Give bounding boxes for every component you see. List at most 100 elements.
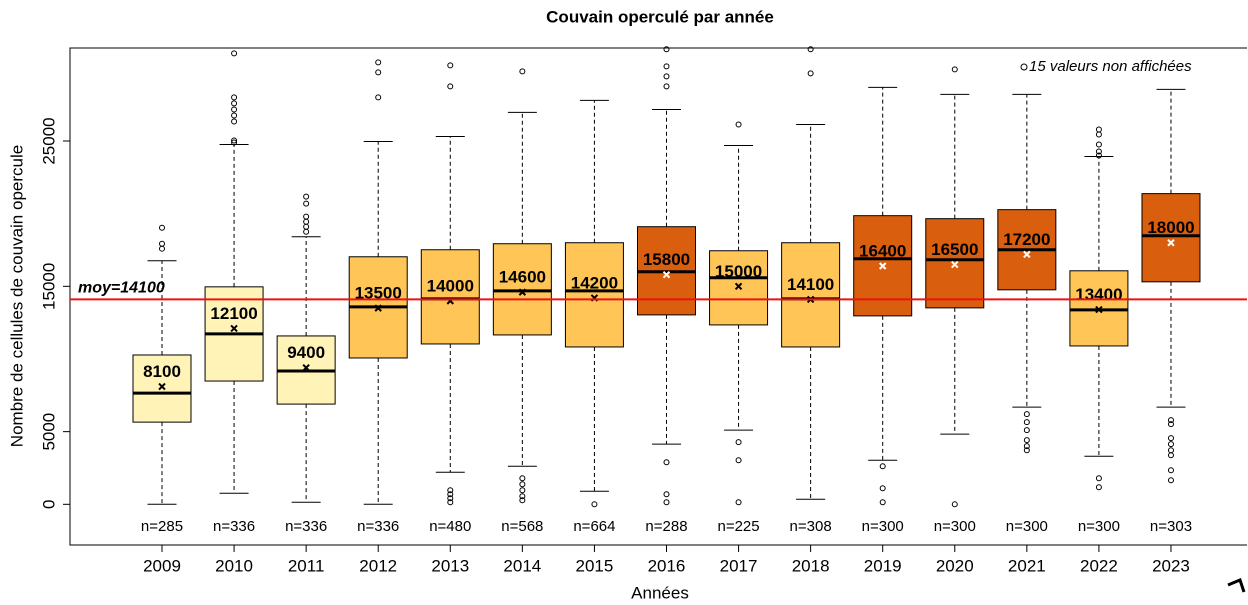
y-tick-label: 25000 <box>39 117 58 164</box>
outlier <box>159 240 165 247</box>
outlier <box>447 491 454 498</box>
mean-label: 15800 <box>643 250 690 269</box>
outlier <box>591 501 598 508</box>
outlier <box>1167 435 1174 442</box>
outlier <box>231 118 238 125</box>
outlier <box>1167 421 1174 428</box>
outlier <box>1095 126 1102 133</box>
outlier <box>1023 447 1030 454</box>
outlier <box>1167 441 1174 448</box>
annotation: 15 valeurs non affichées <box>1029 58 1192 75</box>
outlier <box>303 213 310 220</box>
outlier <box>519 475 526 482</box>
annotation-symbol <box>1020 63 1028 71</box>
outlier <box>1023 443 1030 450</box>
y-axis-title: Nombre de cellules de couvain opercule <box>7 145 26 447</box>
outlier <box>519 487 526 494</box>
mean-marker <box>1023 250 1031 259</box>
x-tick-label: 2011 <box>288 556 325 575</box>
n-label: n=300 <box>862 518 904 535</box>
x-tick-label: 2010 <box>215 556 253 575</box>
outlier <box>663 459 670 466</box>
outlier <box>663 83 670 90</box>
n-label: n=664 <box>573 518 615 535</box>
mean-label: 16400 <box>859 241 906 260</box>
outlier <box>1023 427 1030 434</box>
n-label: n=303 <box>1150 518 1192 535</box>
outlier <box>231 106 238 113</box>
outlier <box>231 100 238 107</box>
outlier <box>1095 484 1102 491</box>
x-tick-label: 2009 <box>143 556 181 575</box>
outlier <box>879 499 886 506</box>
mean-label: 14600 <box>499 268 546 287</box>
n-label: n=300 <box>934 518 976 535</box>
n-label: n=225 <box>717 518 759 535</box>
outlier <box>663 73 670 80</box>
mean-marker <box>1095 305 1103 314</box>
outlier <box>735 121 742 128</box>
outlier <box>303 228 310 235</box>
outlier <box>447 83 454 90</box>
outlier <box>1095 152 1102 159</box>
outlier <box>375 94 382 101</box>
outlier <box>447 499 454 506</box>
outlier <box>519 497 526 504</box>
mean-label: 13500 <box>355 284 402 303</box>
outlier <box>735 457 742 464</box>
outlier <box>663 63 670 70</box>
chart-title: Couvain operculé par année <box>546 7 774 26</box>
box <box>781 242 841 348</box>
outlier <box>735 439 742 446</box>
outlier <box>663 491 670 498</box>
x-tick-label: 2014 <box>503 556 541 575</box>
mean-label: 12100 <box>210 304 257 323</box>
outlier <box>1167 452 1174 459</box>
n-label: n=336 <box>213 518 255 535</box>
outlier <box>1167 447 1174 454</box>
outlier <box>231 139 238 146</box>
outlier <box>1167 477 1174 484</box>
outlier <box>231 50 238 57</box>
y-tick-label: 5000 <box>39 413 58 451</box>
outlier <box>159 224 165 231</box>
outlier <box>1095 131 1102 138</box>
box <box>132 354 192 423</box>
outlier <box>303 223 310 230</box>
mean-label: 14000 <box>427 276 474 295</box>
x-tick-label: 2021 <box>1008 556 1046 575</box>
outlier <box>303 193 310 200</box>
outlier <box>663 499 670 506</box>
n-label: n=336 <box>357 518 399 535</box>
outlier <box>231 137 238 144</box>
n-label: n=300 <box>1078 518 1120 535</box>
outlier <box>375 69 382 76</box>
mean-label: 9400 <box>287 343 325 362</box>
mean-label: 15000 <box>715 262 762 281</box>
outlier <box>807 70 814 77</box>
x-tick-label: 2015 <box>576 556 614 575</box>
mean-line-label: moy=14100 <box>78 280 165 297</box>
outlier <box>447 495 454 502</box>
outlier <box>1167 417 1174 424</box>
x-tick-label: 2013 <box>431 556 469 575</box>
x-tick-label: 2017 <box>720 556 758 575</box>
mean-marker <box>878 262 887 270</box>
mean-label: 14200 <box>571 273 618 292</box>
mean-marker <box>230 324 238 333</box>
mean-label: 14100 <box>787 275 834 294</box>
outlier <box>231 94 238 101</box>
outlier <box>951 501 958 508</box>
x-tick-label: 2018 <box>792 556 830 575</box>
box <box>709 250 769 326</box>
corner-icon <box>1227 577 1246 593</box>
x-tick-label: 2016 <box>648 556 686 575</box>
outlier <box>735 499 742 506</box>
mean-label: 17200 <box>1003 230 1050 249</box>
mean-marker <box>158 382 166 391</box>
n-label: n=568 <box>501 518 543 535</box>
outlier <box>159 245 165 252</box>
n-label: n=480 <box>429 518 471 535</box>
outlier <box>447 62 454 69</box>
